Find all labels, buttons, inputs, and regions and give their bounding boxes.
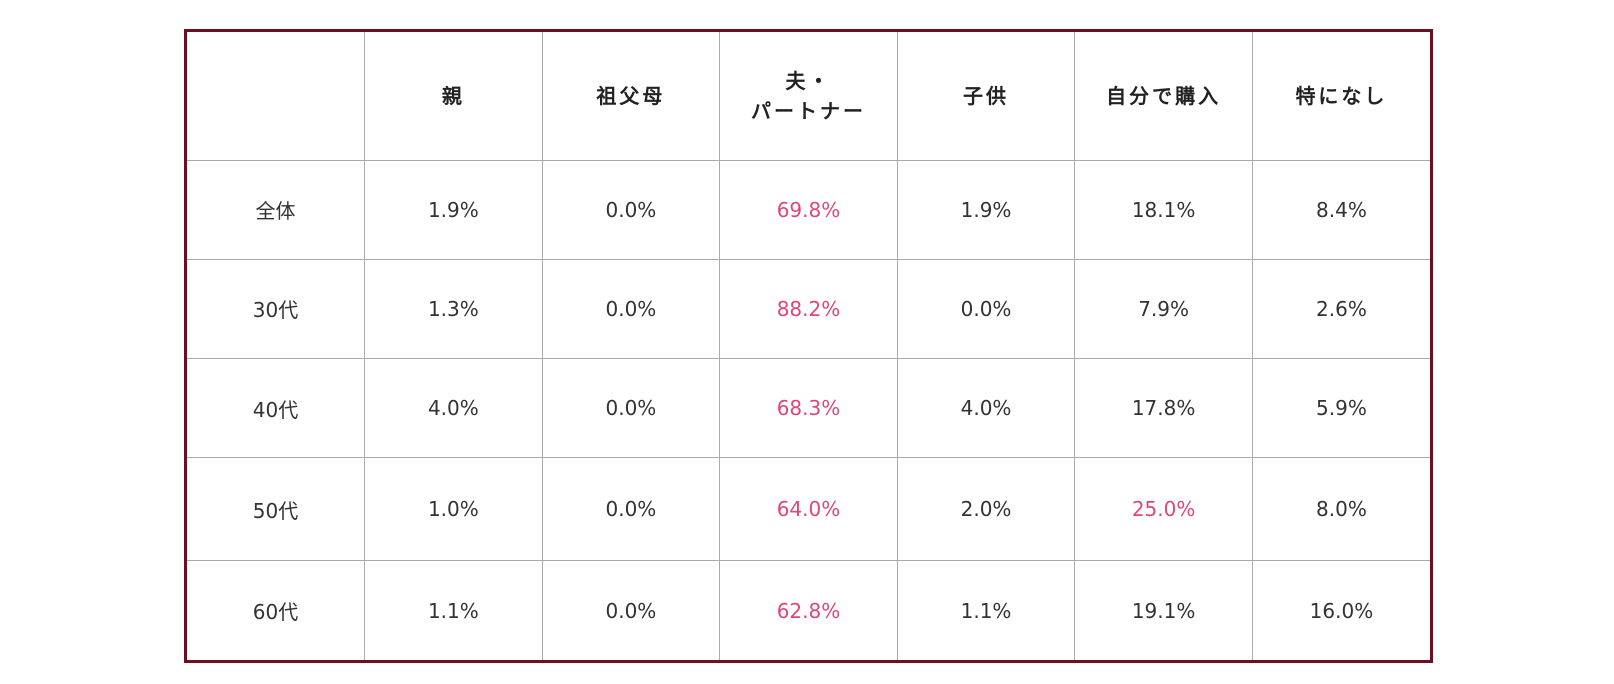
table-cell: 18.1% [1074,159,1253,260]
table-cell: 7.9% [1074,258,1253,360]
table-cell: 69.8% [719,159,898,260]
table-row: 50代 1.0% 0.0% 64.0% 2.0% 25.0% 8.0% [187,457,1430,562]
row-label: 60代 [187,560,366,660]
table-cell: 0.0% [541,358,721,459]
column-header-self-purchase: 自分で購入 [1074,32,1253,161]
table-cell: 25.0% [1074,457,1253,562]
row-label: 30代 [187,258,366,360]
data-table: 親 祖父母 夫・ パートナー 子供 自分で購入 特になし 全体 1.9% 0.0… [187,32,1430,660]
table-cell: 8.4% [1251,159,1430,260]
table-cell: 0.0% [541,560,721,660]
column-header-husband-partner: 夫・ パートナー [719,32,898,161]
table-cell: 17.8% [1074,358,1253,459]
row-label: 40代 [187,358,366,459]
row-label: 全体 [187,159,366,260]
column-header-child: 子供 [896,32,1076,161]
table-cell: 0.0% [541,159,721,260]
table-row: 全体 1.9% 0.0% 69.8% 1.9% 18.1% 8.4% [187,159,1430,260]
table-cell: 5.9% [1251,358,1430,459]
table-row: 60代 1.1% 0.0% 62.8% 1.1% 19.1% 16.0% [187,560,1430,660]
table-cell: 4.0% [896,358,1076,459]
table-frame: 親 祖父母 夫・ パートナー 子供 自分で購入 特になし 全体 1.9% 0.0… [184,29,1433,663]
table-cell: 0.0% [541,457,721,562]
table-cell: 68.3% [719,358,898,459]
table-cell: 19.1% [1074,560,1253,660]
column-header-none: 特になし [1251,32,1430,161]
table-cell: 8.0% [1251,457,1430,562]
table-cell: 1.3% [364,258,543,360]
column-header-parent: 親 [364,32,543,161]
table-cell: 1.1% [896,560,1076,660]
table-cell: 1.0% [364,457,543,562]
header-row: 親 祖父母 夫・ パートナー 子供 自分で購入 特になし [187,32,1430,161]
corner-header-cell [187,32,366,161]
table-cell: 2.0% [896,457,1076,562]
table-cell: 1.9% [364,159,543,260]
table-cell: 64.0% [719,457,898,562]
table-cell: 88.2% [719,258,898,360]
table-cell: 4.0% [364,358,543,459]
table-cell: 62.8% [719,560,898,660]
table-cell: 0.0% [896,258,1076,360]
table-row: 30代 1.3% 0.0% 88.2% 0.0% 7.9% 2.6% [187,258,1430,360]
table-row: 40代 4.0% 0.0% 68.3% 4.0% 17.8% 5.9% [187,358,1430,459]
table-cell: 0.0% [541,258,721,360]
row-label: 50代 [187,457,366,562]
table-cell: 16.0% [1251,560,1430,660]
column-header-grandparent: 祖父母 [541,32,721,161]
table-cell: 1.9% [896,159,1076,260]
table-cell: 1.1% [364,560,543,660]
table-cell: 2.6% [1251,258,1430,360]
